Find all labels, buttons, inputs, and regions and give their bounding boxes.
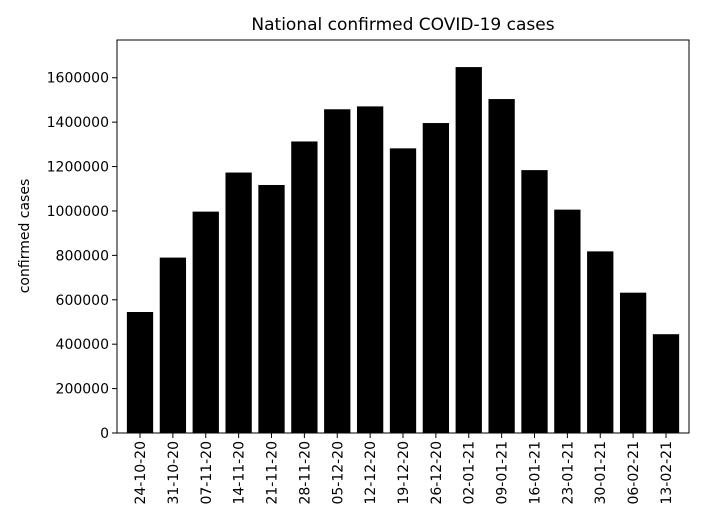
bar [619,292,647,433]
y-tick-label: 800000 [56,248,109,264]
bar [455,67,482,433]
y-axis-label: confirmed cases [17,179,33,294]
bar [488,99,515,433]
x-tick-label: 13-02-21 [659,441,675,505]
x-tick-label: 05-12-20 [330,441,346,505]
plot-frame [116,39,690,434]
x-tick-label: 21-11-20 [265,441,281,505]
bar [356,106,384,434]
bar [291,141,318,434]
x-tick-label: 02-01-21 [462,441,478,505]
x-tick-label: 14-11-20 [232,441,248,505]
bar [159,257,187,433]
bar [652,334,680,433]
bar [521,170,548,433]
y-axis: 0 200000 400000 600000 800000 1000000 1200000 1… [47,71,117,442]
y-tick-label: 1000000 [47,204,109,220]
bar [422,123,450,433]
y-tick-label: 1600000 [47,71,109,87]
y-tick-label: 200000 [56,382,109,398]
x-tick-label: 16-01-21 [527,441,543,505]
chart-title: National confirmed COVID-19 cases [251,15,554,35]
x-tick-label: 09-01-21 [495,441,511,505]
bar [258,184,285,433]
x-tick-label: 30-01-21 [593,441,609,505]
x-tick-label: 24-10-20 [133,441,149,505]
bar [126,311,154,433]
y-tick-label: 600000 [56,293,109,309]
x-tick-label: 19-12-20 [396,441,412,505]
bar [554,209,581,433]
x-tick-label: 31-10-20 [166,441,182,505]
x-tick-label: 28-11-20 [297,441,313,505]
y-tick-label: 0 [100,426,109,442]
x-tick-label: 06-02-21 [626,441,642,505]
y-tick-label: 1200000 [47,160,109,176]
x-tick-label: 07-11-20 [199,441,215,505]
bar [192,211,219,433]
x-tick-label: 12-12-20 [363,441,379,505]
bar [389,148,417,433]
x-axis: 24-10-20 31-10-20 07-11-20 14-11-20 21-11-20… [133,433,675,505]
bar-series [126,67,680,434]
bar [324,109,351,434]
x-tick-label: 26-12-20 [429,441,445,505]
bar [225,172,252,433]
y-tick-label: 1400000 [47,115,109,131]
bar [587,251,614,433]
y-tick-label: 400000 [56,337,109,353]
x-tick-label: 23-01-21 [560,441,576,505]
